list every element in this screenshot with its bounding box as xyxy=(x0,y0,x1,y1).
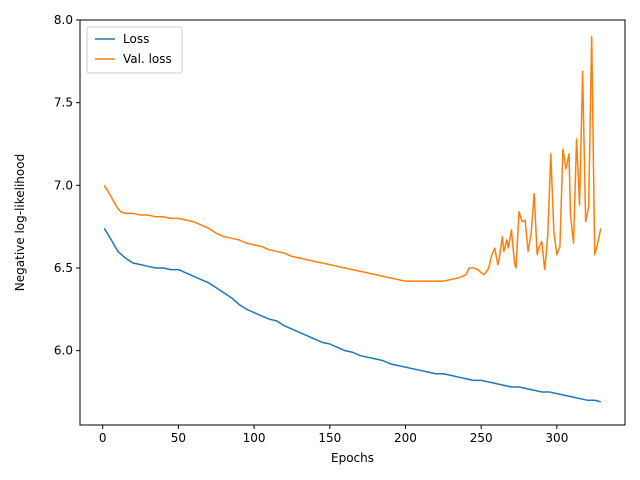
series-line-0 xyxy=(103,227,601,403)
x-axis-ticks: 0 50 100 150 200 250 300 xyxy=(99,425,568,445)
x-tick-label: 150 xyxy=(318,431,341,445)
y-axis-label: Negative log-likelihood xyxy=(13,154,27,291)
legend-label-0: Loss xyxy=(123,32,149,46)
y-tick-label: 6.0 xyxy=(54,344,73,358)
x-axis-label: Epochs xyxy=(331,451,374,465)
series-layer xyxy=(103,35,602,403)
legend: Loss Val. loss xyxy=(86,26,183,74)
axes-frame xyxy=(79,19,626,426)
x-tick-label: 300 xyxy=(545,431,568,445)
x-tick-label: 250 xyxy=(470,431,493,445)
legend-entries: Loss Val. loss xyxy=(95,32,172,66)
y-tick-label: 7.5 xyxy=(54,96,73,110)
x-tick-label: 50 xyxy=(171,431,186,445)
y-axis-ticks: 6.0 6.5 7.0 7.5 8.0 xyxy=(54,13,80,358)
legend-label-1: Val. loss xyxy=(123,52,172,66)
y-tick-label: 8.0 xyxy=(54,13,73,27)
series-line-1 xyxy=(103,35,602,282)
x-tick-label: 200 xyxy=(394,431,417,445)
x-tick-label: 100 xyxy=(243,431,266,445)
x-tick-label: 0 xyxy=(99,431,107,445)
y-tick-label: 6.5 xyxy=(54,261,73,275)
y-tick-label: 7.0 xyxy=(54,178,73,192)
plot-area xyxy=(80,20,625,425)
